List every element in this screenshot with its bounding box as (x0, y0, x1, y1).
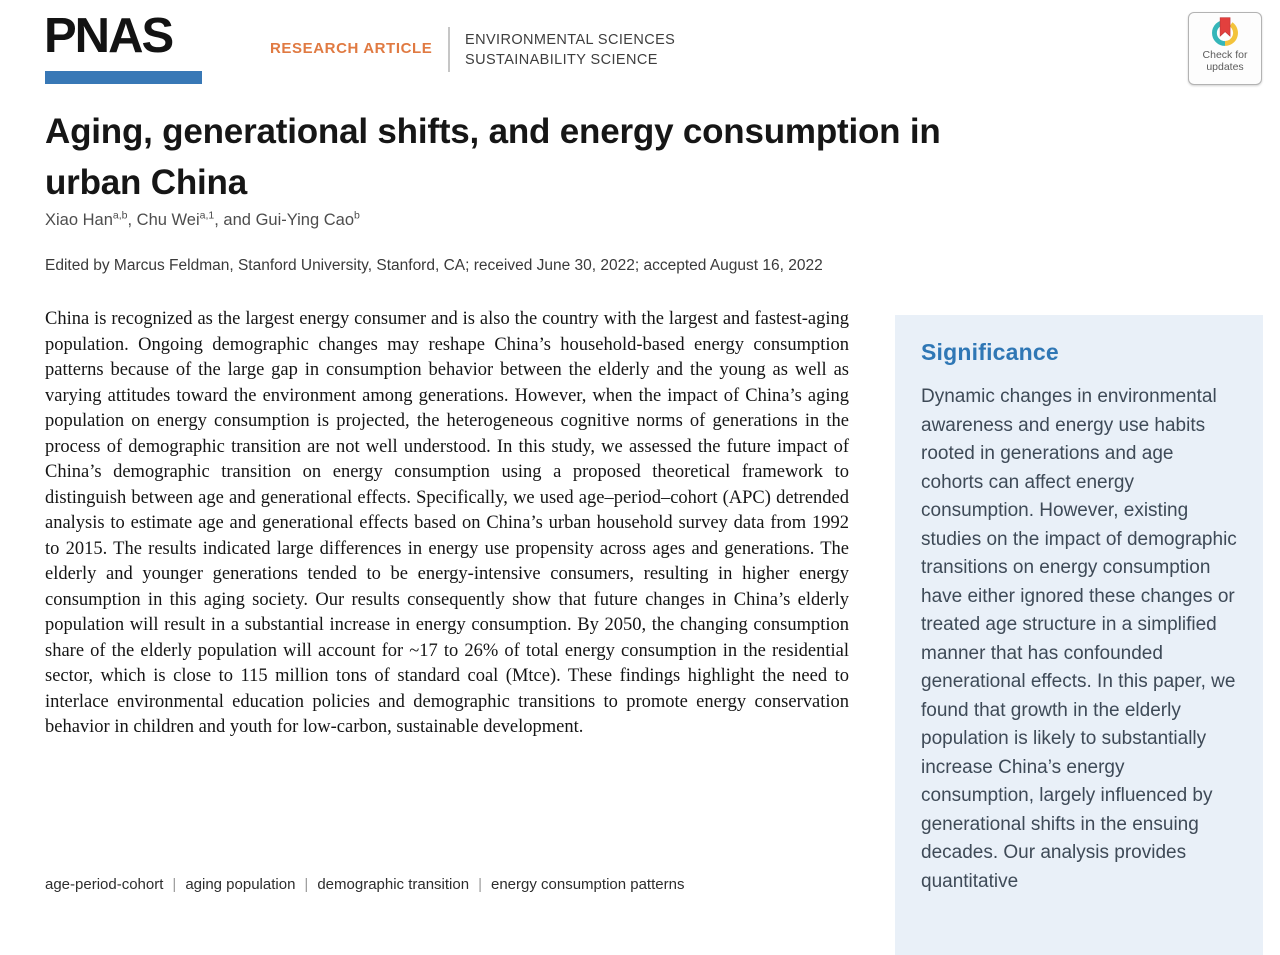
author-name: Chu Wei (136, 211, 200, 229)
category-sustainability-science: SUSTAINABILITY SCIENCE (465, 51, 658, 68)
paper-page: PNAS RESEARCH ARTICLE ENVIRONMENTAL SCIE… (44, 9, 1263, 955)
keywords-bar: age-period-cohort | aging population | demog… (45, 876, 684, 893)
author-name: Xiao Han (45, 211, 113, 229)
category-labels: ENVIRONMENTAL SCIENCES SUSTAINABILITY SC… (465, 31, 675, 70)
check-for-updates-badge[interactable]: Check for updates (1188, 12, 1262, 85)
keyword-item: demographic transition (317, 876, 470, 893)
keyword-separator: | (172, 876, 177, 893)
research-article-label: RESEARCH ARTICLE (270, 40, 433, 57)
keyword-item: energy consumption patterns (491, 876, 685, 893)
significance-panel: Significance Dynamic changes in environm… (895, 315, 1263, 955)
author-superscript: a,b (112, 209, 128, 222)
significance-body: Dynamic changes in environmental awarene… (921, 386, 1237, 892)
pnas-logo-underline (45, 71, 202, 84)
article-title: Aging, generational shifts, and energy c… (45, 106, 1120, 208)
keyword-separator: | (304, 876, 309, 893)
author-name: Gui-Ying Cao (255, 211, 354, 229)
keyword-item: aging population (185, 876, 296, 893)
abstract-text: China is recognized as the largest energ… (45, 309, 849, 737)
article-title-line2: urban China (45, 163, 247, 202)
keyword-separator: | (478, 876, 482, 893)
authors-line: Xiao Hana,b, Chu Weia,1, and Gui-Ying Ca… (45, 209, 360, 230)
check-for-updates-label: Check for updates (1202, 49, 1248, 73)
category-environmental-sciences: ENVIRONMENTAL SCIENCES (465, 32, 676, 48)
edited-by-line: Edited by Marcus Feldman, Stanford Unive… (45, 257, 823, 274)
author-superscript: b (354, 209, 360, 222)
header-divider (448, 27, 450, 72)
author-separator: , (127, 211, 137, 229)
pnas-logo: PNAS (44, 9, 174, 63)
significance-heading: Significance (921, 339, 1059, 365)
author-separator: , and (214, 211, 256, 229)
author-superscript: a,1 (199, 209, 215, 222)
check-for-updates-icon (1206, 16, 1244, 52)
keyword-item: age-period-cohort (45, 876, 164, 893)
article-title-line1: Aging, generational shifts, and energy c… (45, 112, 941, 151)
